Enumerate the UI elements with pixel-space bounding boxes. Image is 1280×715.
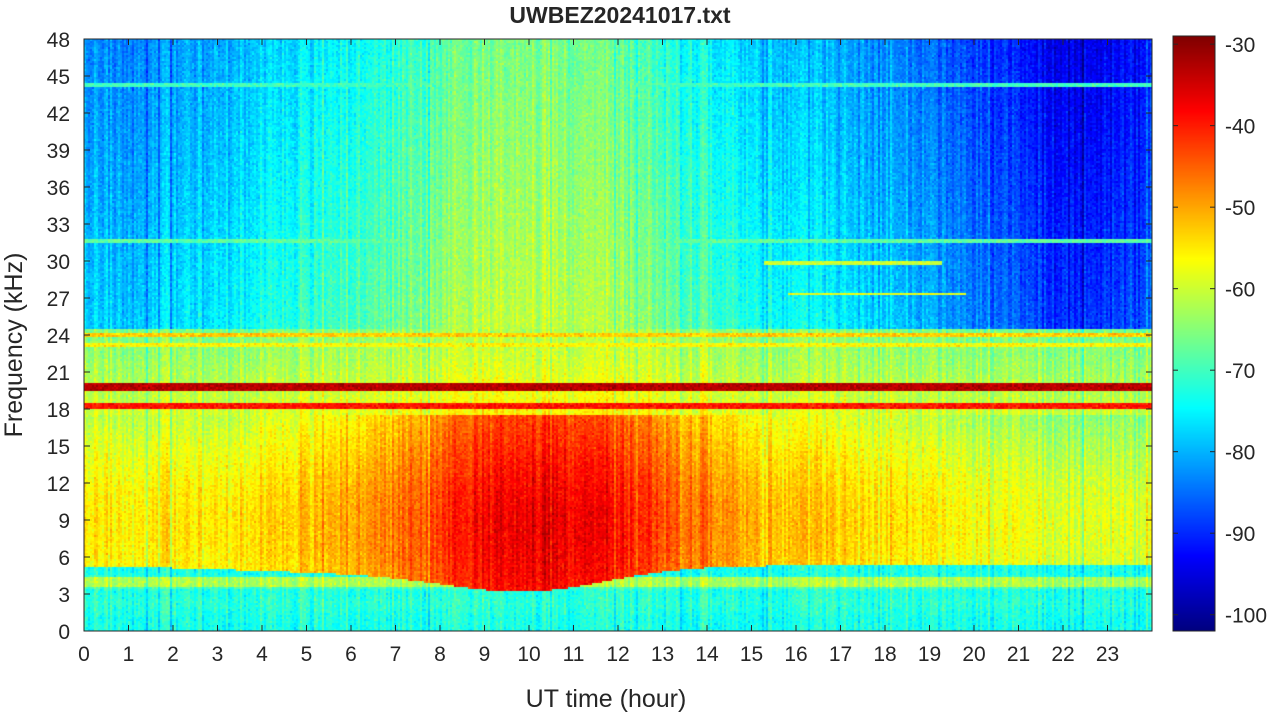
y-tick-label: 27: [47, 288, 70, 311]
y-tick-label: 15: [47, 436, 70, 459]
y-axis-label: Frequency (kHz): [0, 253, 28, 438]
y-tick-label: 33: [47, 214, 70, 237]
x-tick-label: 20: [962, 643, 985, 666]
y-tick-label: 21: [47, 362, 70, 385]
x-tick-label: 23: [1096, 643, 1119, 666]
x-tick-label: 7: [390, 643, 402, 666]
colorbar-frame: [1172, 35, 1216, 632]
y-tick-label: 9: [58, 510, 70, 533]
y-tick-label: 45: [47, 66, 70, 89]
x-tick-label: 0: [78, 643, 90, 666]
y-tick-label: 3: [58, 584, 70, 607]
x-tick-label: 1: [123, 643, 135, 666]
y-tick-label: 30: [47, 251, 70, 274]
x-tick-label: 14: [695, 643, 719, 666]
x-tick-label: 6: [345, 643, 357, 666]
spectrogram-plot-area: [83, 38, 1153, 632]
x-tick-label: 8: [434, 643, 446, 666]
x-axis-label: UT time (hour): [526, 685, 687, 713]
chart-title: UWBEZ20241017.txt: [509, 2, 730, 28]
x-tick-label: 15: [740, 643, 763, 666]
y-tick-label: 0: [58, 621, 70, 644]
x-tick-label: 5: [301, 643, 313, 666]
x-tick-label: 4: [256, 643, 268, 666]
x-tick-label: 18: [873, 643, 896, 666]
y-tick-label: 18: [47, 399, 70, 422]
x-tick-label: 9: [479, 643, 491, 666]
colorbar-tick-label: -90: [1225, 523, 1255, 546]
colorbar-tick-label: -80: [1225, 442, 1255, 465]
y-tick-label: 42: [47, 103, 70, 126]
x-tick-label: 11: [563, 643, 585, 666]
x-tick-label: 19: [918, 643, 941, 666]
colorbar: -100 -90 -80 -70 -60 -50 -40 -30: [1172, 34, 1267, 632]
colorbar-tick-label: -40: [1225, 116, 1255, 139]
colorbar-tick-label: -30: [1225, 34, 1255, 57]
x-tick-label: 2: [167, 643, 179, 666]
x-axis-ticks: 0 1 2 3 4 5 6 7 8 9 10 11 12 13 14 15 16 17 18 19 20 21 22 23: [78, 39, 1119, 666]
colorbar-tick-label: -70: [1225, 360, 1255, 383]
colorbar-ticks: -100 -90 -80 -70 -60 -50 -40 -30: [1173, 34, 1267, 628]
x-tick-label: 22: [1051, 643, 1074, 666]
colorbar-tick-label: -60: [1225, 279, 1255, 302]
x-tick-label: 17: [829, 643, 852, 666]
x-tick-label: 10: [517, 643, 540, 666]
x-tick-label: 13: [651, 643, 674, 666]
spectrogram-image: [84, 39, 1152, 631]
x-tick-label: 12: [606, 643, 629, 666]
colorbar-gradient: [1173, 36, 1215, 631]
x-tick-label: 16: [784, 643, 807, 666]
colorbar-tick-label: -50: [1225, 197, 1255, 220]
y-tick-label: 12: [47, 473, 70, 496]
colorbar-tick-label: -100: [1225, 605, 1267, 628]
y-tick-label: 39: [47, 140, 70, 163]
x-tick-label: 3: [212, 643, 224, 666]
y-tick-label: 24: [47, 325, 71, 348]
y-tick-label: 6: [58, 547, 70, 570]
y-tick-label: 36: [47, 177, 70, 200]
y-tick-label: 48: [47, 29, 70, 52]
x-tick-label: 21: [1007, 643, 1030, 666]
